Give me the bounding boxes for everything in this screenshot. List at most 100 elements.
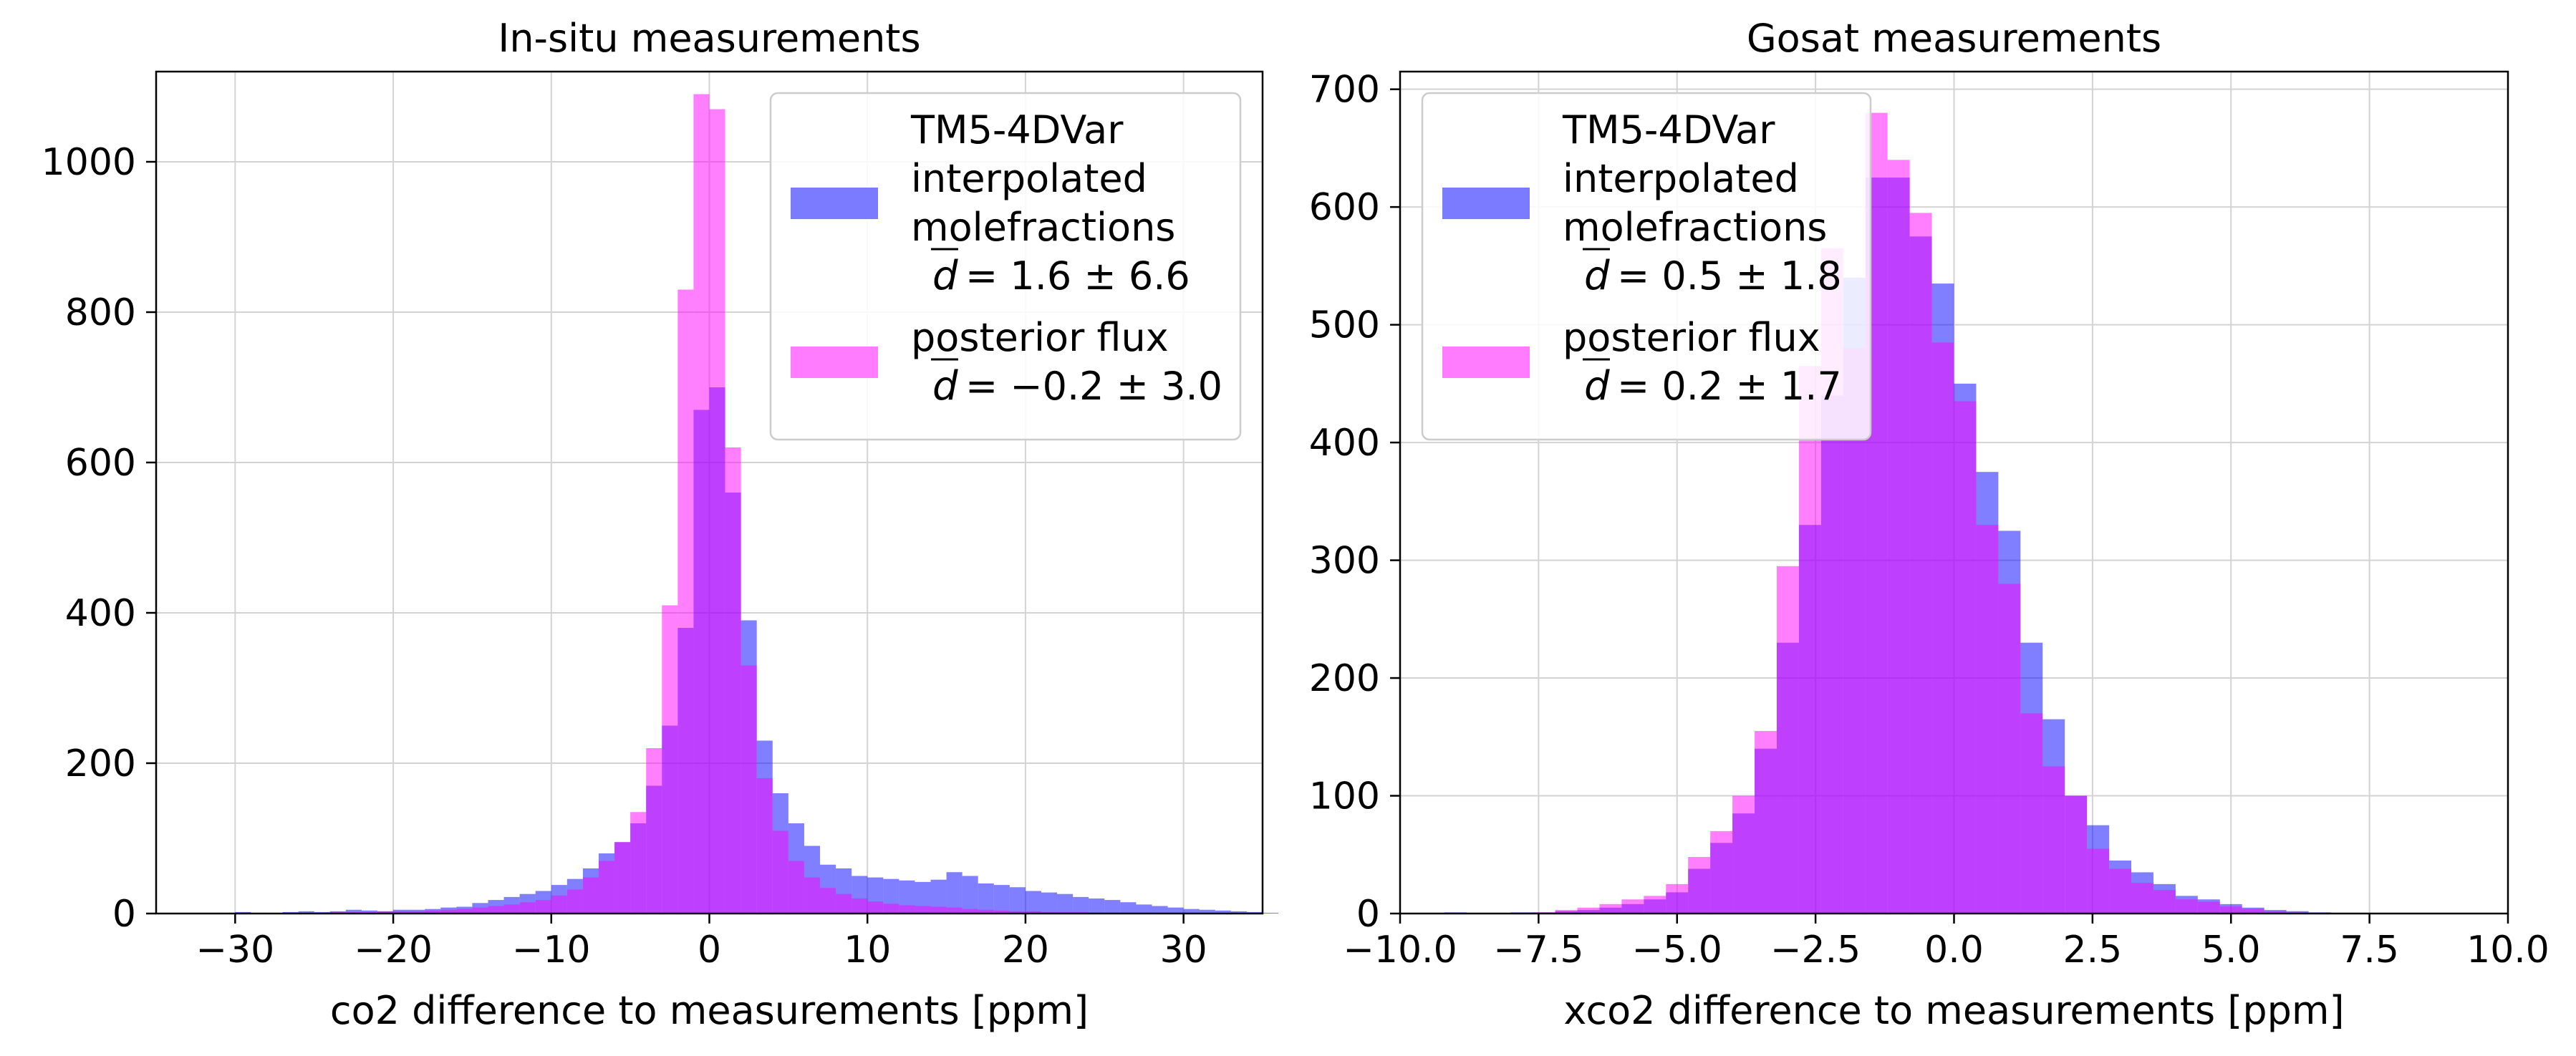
posterior-bar <box>946 907 963 914</box>
in-situ-histogram-panel: −30 −20 −10 0 10 20 30 0 200 400 600 800 1000 In-situ… <box>42 16 1279 1033</box>
posterior-bar <box>2020 713 2043 914</box>
posterior-bar <box>1843 348 1866 914</box>
chart-title: Gosat measurements <box>1747 16 2161 61</box>
posterior-bar <box>503 904 520 914</box>
posterior-bar <box>456 909 473 914</box>
x-tick-label: 10.0 <box>2466 929 2550 972</box>
posterior-bar <box>2242 909 2264 914</box>
posterior-bar <box>535 900 551 914</box>
legend-label: TM5-4DVar <box>1562 107 1775 152</box>
posterior-bar <box>440 909 457 914</box>
legend-swatch-posterior <box>791 347 878 378</box>
gosat-histogram-panel: −10.0 −7.5 −5.0 −2.5 0.0 2.5 5.0 7.5 10.0 0 100 200… <box>1309 16 2550 1033</box>
model-bar <box>345 909 362 914</box>
model-bar <box>1152 906 1168 914</box>
posterior-bar <box>978 909 994 914</box>
posterior-bar <box>646 748 662 914</box>
posterior-bar <box>1798 366 1821 914</box>
x-axis-label: xco2 difference to measurements [ppm] <box>1563 988 2344 1033</box>
legend-stat: = 1.6 ± 6.6 <box>965 253 1190 299</box>
legend-stat-symbol: d <box>1584 253 1610 299</box>
x-tick-label: 0.0 <box>1924 929 1984 972</box>
model-bar <box>915 881 931 914</box>
legend-label: TM5-4DVar <box>910 107 1124 152</box>
x-tick-label: 0 <box>698 929 721 972</box>
posterior-bar <box>1887 160 1910 914</box>
posterior-bar <box>1666 883 1689 914</box>
model-bar <box>1120 902 1137 914</box>
posterior-bar <box>852 898 868 914</box>
posterior-bar <box>1710 830 1733 914</box>
legend-swatch-model <box>1442 188 1530 219</box>
posterior-bar <box>2087 848 2110 914</box>
posterior-bar <box>2042 766 2065 914</box>
y-tick-label: 500 <box>1309 304 1380 347</box>
posterior-bar <box>930 906 947 914</box>
legend-label: molefractions <box>1563 205 1827 250</box>
posterior-bar <box>725 447 741 914</box>
legend-box <box>769 92 1242 441</box>
posterior-bar <box>662 605 678 914</box>
posterior-bar <box>820 888 836 914</box>
posterior-bar <box>519 902 536 914</box>
legend-stat: = 0.2 ± 1.7 <box>1617 364 1842 409</box>
posterior-bar <box>393 911 410 914</box>
legend-stat-symbol: d <box>932 363 958 410</box>
model-bar <box>1073 896 1089 914</box>
posterior-bar <box>1954 401 1977 914</box>
x-tick-label: −10 <box>512 929 591 972</box>
x-tick-label: 2.5 <box>2063 929 2123 972</box>
posterior-bar <box>1577 907 1600 914</box>
model-bar <box>946 872 963 914</box>
posterior-bar <box>2175 899 2198 914</box>
model-bar <box>1136 904 1152 914</box>
model-bar <box>993 885 1010 914</box>
y-tick-label: 700 <box>1309 69 1380 112</box>
legend-stat-symbol: d <box>1584 363 1610 410</box>
posterior-bar <box>1732 795 1755 914</box>
posterior-bar <box>2219 906 2242 914</box>
posterior-bar <box>788 861 804 914</box>
model-bar <box>1183 909 1200 914</box>
x-tick-label: 20 <box>1002 929 1049 972</box>
posterior-bar <box>756 778 773 914</box>
posterior-bar <box>709 109 725 914</box>
legend-stat-symbol: d <box>932 253 958 299</box>
posterior-bar <box>1998 583 2021 914</box>
y-tick-label: 0 <box>1356 893 1380 936</box>
posterior-bar <box>409 911 425 914</box>
posterior-bar <box>962 909 978 914</box>
posterior-bar <box>1599 904 1622 914</box>
x-tick-label: 30 <box>1160 929 1207 972</box>
posterior-bar <box>1776 566 1799 914</box>
y-tick-label: 300 <box>1309 540 1380 583</box>
x-tick-label: −7.5 <box>1493 929 1583 972</box>
y-tick-label: 200 <box>1309 657 1380 700</box>
model-bar <box>1199 909 1215 914</box>
legend-swatch-model <box>791 188 878 219</box>
posterior-bar <box>2264 911 2287 914</box>
posterior-bar <box>1976 525 1999 914</box>
x-axis-label: co2 difference to measurements [ppm] <box>330 988 1089 1033</box>
posterior-bar <box>899 905 915 914</box>
legend-label: interpolated <box>911 156 1147 201</box>
model-bar <box>1263 912 1279 914</box>
posterior-bar <box>2109 868 2132 914</box>
legend-swatch-posterior <box>1442 347 1530 378</box>
posterior-bar <box>772 830 788 914</box>
posterior-bar <box>883 904 899 914</box>
posterior-bar <box>2153 890 2176 914</box>
posterior-bar <box>741 665 757 914</box>
posterior-bar <box>1555 910 1578 914</box>
legend-stat: = 0.5 ± 1.8 <box>1617 253 1842 299</box>
posterior-bars <box>235 94 1168 914</box>
legend-label: posterior flux <box>911 315 1169 360</box>
posterior-bar <box>582 877 599 914</box>
posterior-bar <box>614 842 631 914</box>
model-bar <box>962 876 978 914</box>
posterior-bar <box>488 906 504 914</box>
legend-label: interpolated <box>1563 156 1799 201</box>
posterior-bar <box>1931 342 1954 914</box>
model-bar <box>1104 900 1121 914</box>
